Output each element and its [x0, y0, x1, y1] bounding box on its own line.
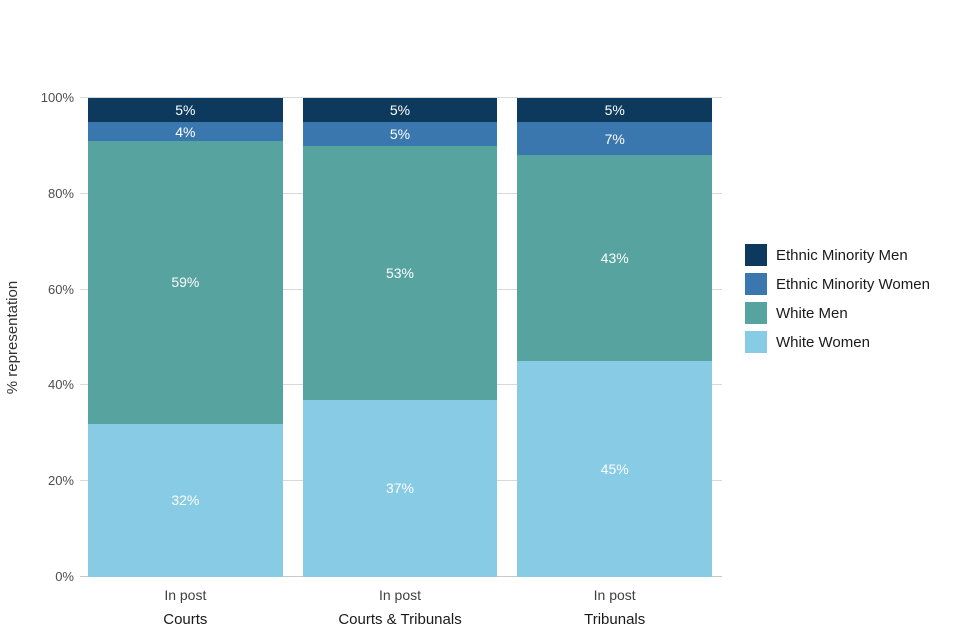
segment-value-label: 59%	[171, 274, 200, 291]
gridline	[80, 97, 722, 98]
y-tick-label: 20%	[47, 473, 74, 489]
legend-swatch	[745, 331, 767, 353]
segment-value-label: 5%	[389, 101, 411, 118]
bar-courts: 5% 4% 59% 32%	[88, 98, 283, 577]
x-category-label: Courts & Tribunals	[338, 611, 462, 628]
segment-value-label: 43%	[600, 250, 629, 267]
bar-segment: 5%	[302, 121, 498, 146]
segment-value-label: 5%	[389, 125, 411, 142]
legend-label: Ethnic Minority Men	[776, 246, 908, 264]
x-label-group: In post Courts	[88, 587, 283, 628]
y-tick-label: 0%	[55, 569, 74, 584]
legend-swatch	[745, 273, 767, 295]
segment-value-label: 32%	[171, 492, 200, 509]
segment-value-label: 5%	[175, 101, 196, 118]
plot-area: 5% 4% 59% 32% 5% 5% 53% 37% 5% 7% 43% 45%	[80, 97, 722, 577]
y-tick-label: 80%	[47, 185, 74, 201]
bar-segment: 37%	[302, 399, 498, 577]
x-category-label: Tribunals	[584, 611, 646, 628]
y-tick-label: 60%	[47, 281, 74, 297]
legend-item: Ethnic Minority Men	[745, 244, 930, 266]
y-axis: 0% 20% 40% 60% 80% 100%	[0, 90, 74, 584]
bar-segment: 45%	[517, 361, 713, 577]
bars: 5% 4% 59% 32% 5% 5% 53% 37% 5% 7% 43% 45%	[80, 98, 720, 577]
x-labels: In post Courts In post Courts & Tribunals In…	[80, 587, 720, 628]
bar-tribunals: 5% 7% 43% 45%	[517, 98, 713, 577]
legend-item: Ethnic Minority Women	[745, 273, 930, 295]
bar-segment: 53%	[302, 145, 498, 400]
bar-segment: 43%	[517, 155, 713, 362]
x-label-group: In post Tribunals	[517, 587, 712, 628]
legend-label: White Women	[776, 333, 870, 351]
x-tick-label: In post	[378, 587, 422, 603]
bar-segment: 4%	[88, 121, 283, 142]
segment-value-label: 4%	[175, 123, 196, 140]
y-tick-label: 40%	[47, 377, 74, 393]
y-tick-label: 100%	[40, 90, 74, 105]
x-category-label: Courts	[163, 611, 208, 628]
segment-value-label: 53%	[385, 264, 415, 281]
legend-item: White Men	[745, 302, 930, 324]
bar-segment: 32%	[88, 423, 283, 577]
legend-swatch	[745, 244, 767, 266]
bar-segment: 59%	[88, 141, 283, 424]
legend-item: White Women	[745, 331, 930, 353]
bar-segment: 5%	[302, 98, 498, 122]
bar-segment: 7%	[517, 121, 713, 156]
legend-label: Ethnic Minority Women	[776, 275, 930, 293]
bar-segment: 5%	[517, 98, 713, 122]
bar-courts-tribunals: 5% 5% 53% 37%	[302, 98, 498, 577]
x-tick-label: In post	[593, 587, 636, 603]
bar-segment: 5%	[88, 98, 283, 122]
segment-value-label: 45%	[600, 461, 629, 478]
y-axis-title: % representation	[4, 280, 21, 395]
legend-swatch	[745, 302, 767, 324]
segment-value-label: 5%	[604, 101, 625, 118]
segment-value-label: 7%	[604, 130, 625, 147]
x-label-group: In post Courts & Tribunals	[303, 587, 498, 628]
legend-label: White Men	[776, 304, 848, 322]
segment-value-label: 37%	[385, 480, 415, 497]
x-tick-label: In post	[164, 587, 207, 603]
legend: Ethnic Minority Men Ethnic Minority Women…	[745, 244, 930, 360]
